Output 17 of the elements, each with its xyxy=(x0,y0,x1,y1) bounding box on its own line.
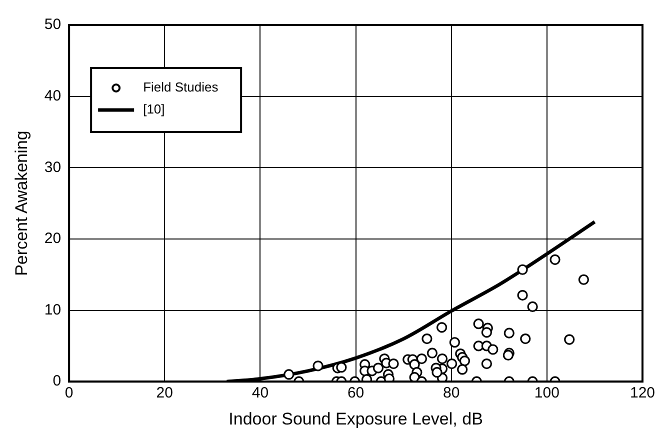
y-tick-label: 20 xyxy=(44,230,62,248)
y-tick-label: 0 xyxy=(52,372,62,390)
x-tick-label: 20 xyxy=(156,384,173,402)
legend-label: [10] xyxy=(143,102,165,117)
y-tick-label: 50 xyxy=(44,16,62,34)
x-tick-label: 100 xyxy=(534,384,560,402)
y-tick-label: 30 xyxy=(44,158,62,176)
x-tick-label: 0 xyxy=(64,384,74,402)
legend-label: Field Studies xyxy=(143,80,219,95)
x-tick-label: 40 xyxy=(252,384,269,402)
x-tick-label: 120 xyxy=(630,384,655,402)
x-axis-title: Indoor Sound Exposure Level, dB xyxy=(228,409,483,428)
y-tick-label: 10 xyxy=(44,301,62,318)
x-tick-label: 60 xyxy=(347,384,364,402)
y-tick-label: 40 xyxy=(44,87,62,104)
x-tick-label: 80 xyxy=(443,384,460,402)
y-axis-title: Percent Awakening xyxy=(12,130,31,276)
